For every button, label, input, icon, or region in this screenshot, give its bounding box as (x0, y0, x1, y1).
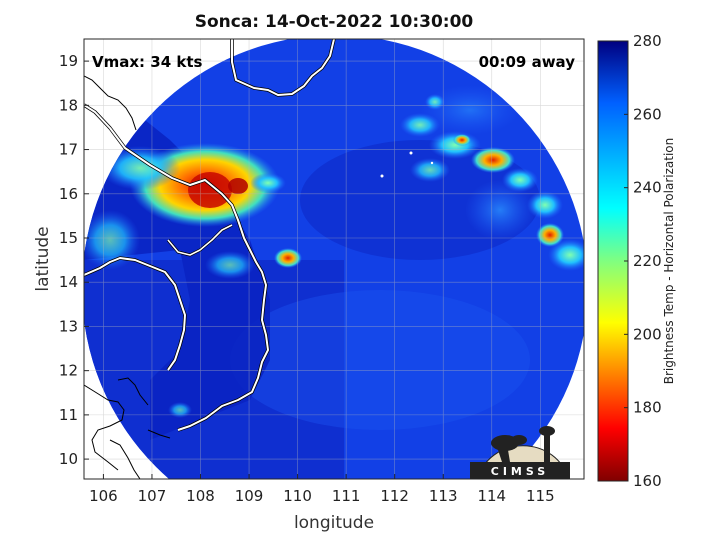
x-tick-label: 109 (235, 487, 264, 505)
y-tick-label: 12 (59, 362, 78, 380)
y-tick-label: 16 (59, 185, 78, 203)
plot-frame (83, 38, 585, 480)
y-tick-label: 19 (59, 52, 78, 70)
vmax-label: Vmax: 34 kts (92, 53, 202, 71)
colorbar-ticks: 280 260 240 220 200 180 160 (624, 32, 662, 490)
colorbar-tick-label: 260 (633, 105, 662, 123)
y-tick-label: 11 (59, 406, 78, 424)
y-axis-ticks: 10 11 12 13 14 15 16 17 18 19 (59, 52, 89, 468)
x-tick-label: 115 (526, 487, 555, 505)
y-tick-label: 18 (59, 96, 78, 114)
island-marker (380, 174, 384, 178)
time-away-label: 00:09 away (479, 53, 576, 71)
x-axis-ticks: 106 107 108 109 110 111 112 113 114 115 (89, 474, 555, 505)
x-tick-label: 107 (138, 487, 167, 505)
x-tick-label: 113 (429, 487, 458, 505)
colorbar-tick-label: 160 (633, 472, 662, 490)
island-marker (430, 161, 434, 165)
colorbar-tick-label: 240 (633, 179, 662, 197)
colorbar-tick-label: 200 (633, 325, 662, 343)
colorbar-tick-label: 220 (633, 252, 662, 270)
map-title: Sonca: 14-Oct-2022 10:30:00 (194, 12, 474, 32)
cimss-logo: CIMSS (470, 426, 570, 480)
island-marker (409, 151, 413, 155)
y-tick-label: 17 (59, 141, 78, 159)
y-tick-label: 15 (59, 229, 78, 247)
colorbar-tick-label: 180 (633, 399, 662, 417)
x-tick-label: 114 (477, 487, 506, 505)
colorbar-tick-label: 280 (633, 32, 662, 50)
x-axis-label: longitude (294, 513, 374, 533)
tower-icon (544, 432, 550, 464)
x-tick-label: 111 (332, 487, 361, 505)
colorbar-label: Brightness Temp - Horizontal Polarizatio… (662, 138, 676, 385)
colorbar (597, 40, 629, 482)
y-tick-label: 14 (59, 273, 78, 291)
y-axis-label: latitude (33, 226, 53, 291)
x-tick-label: 108 (186, 487, 215, 505)
coastlines (84, 39, 336, 479)
x-tick-label: 110 (283, 487, 312, 505)
x-tick-label: 112 (380, 487, 409, 505)
y-tick-label: 13 (59, 317, 78, 335)
x-tick-label: 106 (89, 487, 118, 505)
y-tick-label: 10 (59, 450, 78, 468)
cimss-logo-text: CIMSS (491, 465, 549, 478)
satellite-swath (84, 39, 584, 479)
map-grid (84, 39, 584, 479)
